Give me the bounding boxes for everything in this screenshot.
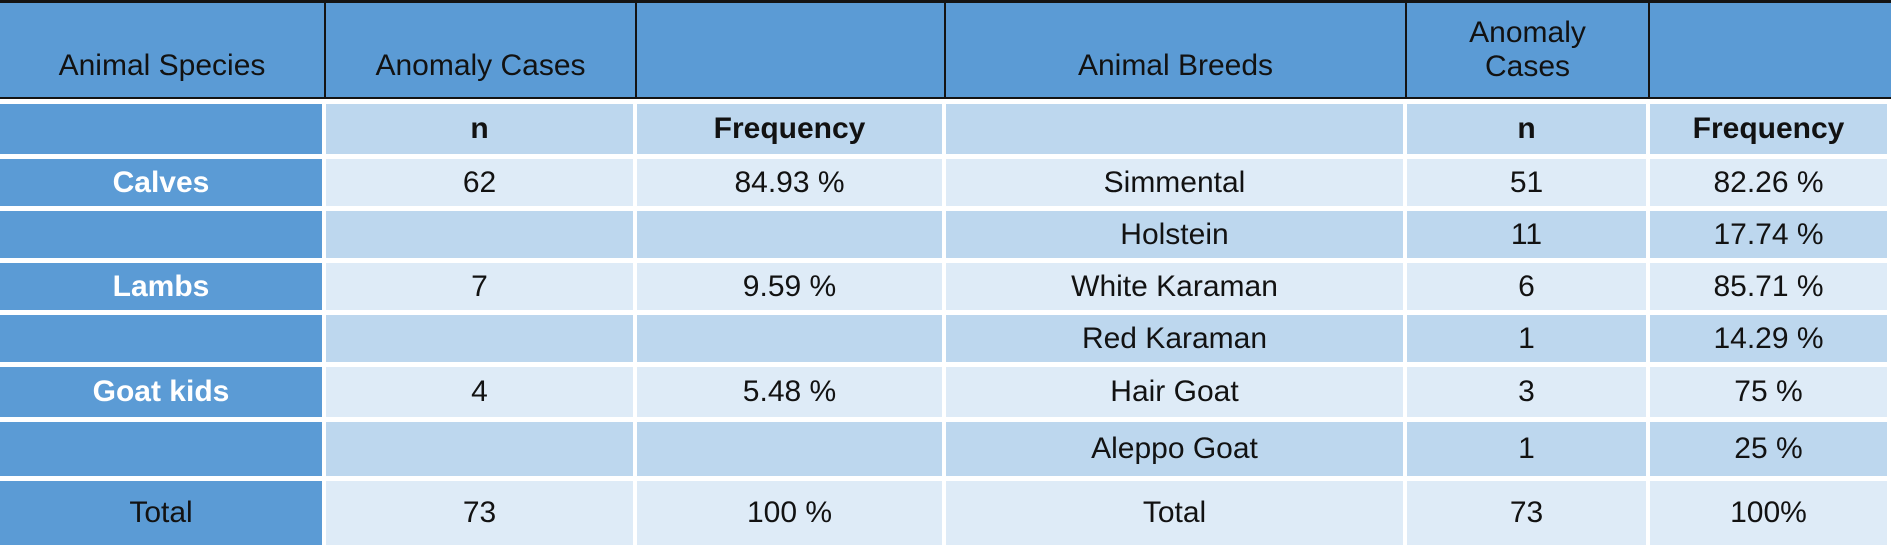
- aleppo-goat-n-cell: 1: [1407, 422, 1646, 476]
- breed-aleppo-goat-cell: Aleppo Goat: [946, 422, 1403, 476]
- header-animal-breeds: Animal Breeds: [946, 3, 1407, 97]
- subheader-n-left: n: [326, 104, 633, 154]
- subheader-breeds-blank: [946, 104, 1403, 154]
- table-header-row-1: Animal Species Anomaly Cases Animal Bree…: [0, 0, 1891, 99]
- red-karaman-frequency-cell: 14.29 %: [1650, 315, 1887, 362]
- goat-kids-frequency-cell: 5.48 %: [637, 367, 942, 417]
- red-karaman-n-cell: 1: [1407, 315, 1646, 362]
- blank-n-cell: [326, 211, 633, 258]
- header-anomaly-cases-right-label: Anomaly Cases: [1469, 15, 1586, 84]
- header-animal-species: Animal Species: [0, 3, 326, 97]
- species-blank-cell: [0, 422, 322, 476]
- table-row-lambs: Lambs 7 9.59 % White Karaman 6 85.71 %: [0, 263, 1891, 310]
- calves-frequency-cell: 84.93 %: [637, 159, 942, 206]
- blank-frequency-cell: [637, 422, 942, 476]
- species-calves-cell: Calves: [0, 159, 322, 206]
- species-blank-cell: [0, 315, 322, 362]
- hair-goat-frequency-cell: 75 %: [1650, 367, 1887, 417]
- goat-kids-n-cell: 4: [326, 367, 633, 417]
- breed-red-karaman-cell: Red Karaman: [946, 315, 1403, 362]
- blank-n-cell: [326, 422, 633, 476]
- species-blank-cell: [0, 211, 322, 258]
- blank-n-cell: [326, 315, 633, 362]
- table-row-total: Total 73 100 % Total 73 100%: [0, 481, 1891, 545]
- table-header-row-2: n Frequency n Frequency: [0, 104, 1891, 154]
- white-karaman-frequency-cell: 85.71 %: [1650, 263, 1887, 310]
- header-blank-left: [637, 3, 946, 97]
- total-frequency-right-cell: 100%: [1650, 481, 1887, 545]
- lambs-frequency-cell: 9.59 %: [637, 263, 942, 310]
- blank-frequency-cell: [637, 315, 942, 362]
- white-karaman-n-cell: 6: [1407, 263, 1646, 310]
- header-anomaly-cases-left: Anomaly Cases: [326, 3, 637, 97]
- blank-frequency-cell: [637, 211, 942, 258]
- total-n-left-cell: 73: [326, 481, 633, 545]
- header-anomaly-cases-right: Anomaly Cases: [1407, 3, 1650, 97]
- calves-n-cell: 62: [326, 159, 633, 206]
- species-lambs-cell: Lambs: [0, 263, 322, 310]
- species-goat-kids-cell: Goat kids: [0, 367, 322, 417]
- lambs-n-cell: 7: [326, 263, 633, 310]
- header-blank-right: [1650, 3, 1891, 97]
- simmental-frequency-cell: 82.26 %: [1650, 159, 1887, 206]
- breed-holstein-cell: Holstein: [946, 211, 1403, 258]
- aleppo-goat-frequency-cell: 25 %: [1650, 422, 1887, 476]
- subheader-frequency-right: Frequency: [1650, 104, 1887, 154]
- hair-goat-n-cell: 3: [1407, 367, 1646, 417]
- breed-simmental-cell: Simmental: [946, 159, 1403, 206]
- holstein-frequency-cell: 17.74 %: [1650, 211, 1887, 258]
- holstein-n-cell: 11: [1407, 211, 1646, 258]
- table-row-holstein: Holstein 11 17.74 %: [0, 211, 1891, 258]
- total-frequency-left-cell: 100 %: [637, 481, 942, 545]
- simmental-n-cell: 51: [1407, 159, 1646, 206]
- table-row-red-karaman: Red Karaman 1 14.29 %: [0, 315, 1891, 362]
- table-row-calves: Calves 62 84.93 % Simmental 51 82.26 %: [0, 159, 1891, 206]
- subheader-species-blank: [0, 104, 322, 154]
- breed-hair-goat-cell: Hair Goat: [946, 367, 1403, 417]
- table-row-goat-kids: Goat kids 4 5.48 % Hair Goat 3 75 %: [0, 367, 1891, 417]
- breed-white-karaman-cell: White Karaman: [946, 263, 1403, 310]
- table-row-aleppo-goat: Aleppo Goat 1 25 %: [0, 422, 1891, 476]
- total-breeds-cell: Total: [946, 481, 1403, 545]
- subheader-frequency-left: Frequency: [637, 104, 942, 154]
- total-n-right-cell: 73: [1407, 481, 1646, 545]
- subheader-n-right: n: [1407, 104, 1646, 154]
- total-species-cell: Total: [0, 481, 322, 545]
